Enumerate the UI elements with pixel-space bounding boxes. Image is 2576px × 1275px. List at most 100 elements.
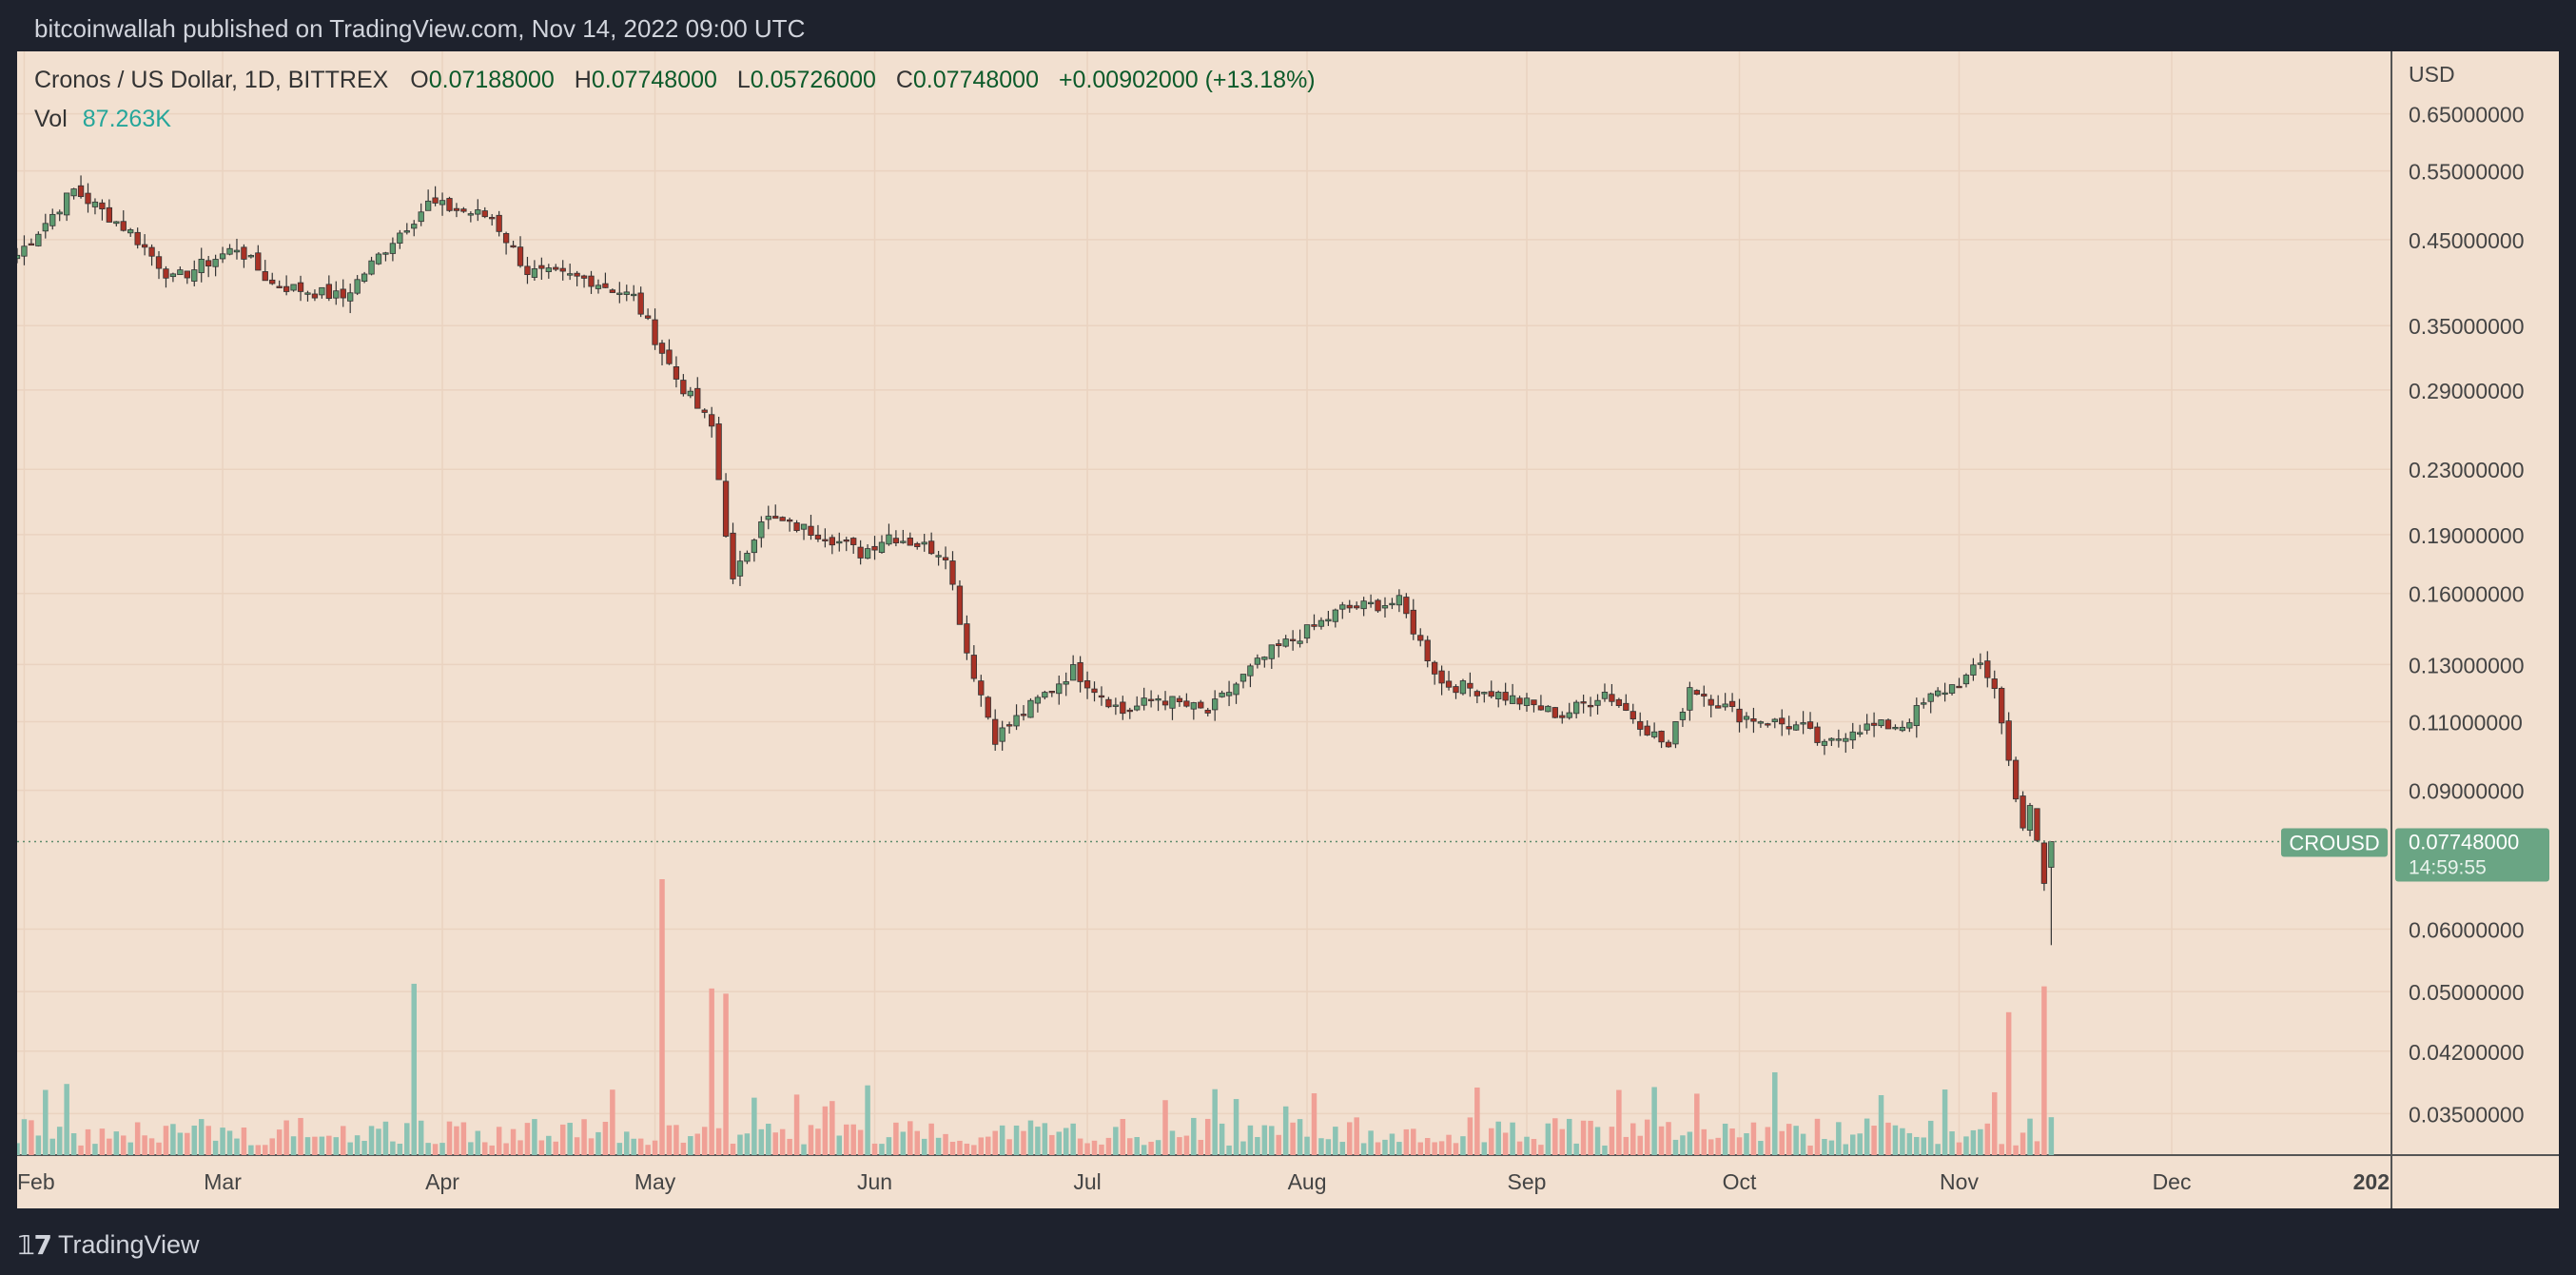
candle-body [1346, 604, 1353, 609]
volume-bar [949, 1141, 956, 1155]
candle-body [1587, 704, 1594, 708]
candle-body [1516, 697, 1523, 705]
volume-bar [879, 1144, 885, 1155]
candle-body [1488, 691, 1494, 697]
candle-body [1722, 703, 1728, 708]
candle-body [999, 727, 1005, 742]
volume-bar [404, 1123, 410, 1155]
candle-body [1233, 683, 1239, 696]
chart-area[interactable]: 0.65000000 0.55000000 0.45000000 0.35000000… [17, 51, 2559, 1208]
candle-body [559, 267, 566, 272]
candle-body [177, 269, 184, 276]
candle-body [580, 275, 588, 279]
volume-bar [1481, 1142, 1488, 1155]
price-tick-label: 0.13000000 [2409, 653, 2525, 677]
candle-body [836, 540, 843, 544]
volume-bar [1056, 1131, 1063, 1155]
volume-bar [1169, 1130, 1176, 1155]
candle-body [900, 540, 907, 543]
volume-bar [1609, 1127, 1615, 1155]
candle-body [574, 272, 580, 277]
volume-bar [865, 1085, 870, 1155]
volume-bar [304, 1137, 311, 1155]
candle-body [1999, 687, 2005, 724]
candle-body [262, 271, 268, 282]
candle-body [871, 545, 878, 551]
price-tick-label: 0.03500000 [2409, 1102, 2525, 1127]
volume-bar [1403, 1128, 1410, 1155]
volume-bar [999, 1125, 1005, 1155]
volume-bar [290, 1136, 297, 1155]
candle-body [1899, 726, 1906, 732]
candle-body [1395, 595, 1403, 606]
volume-bar [886, 1137, 892, 1155]
candle-body [21, 245, 28, 257]
footer-bar: 𝟙7 TradingView [17, 1208, 2559, 1275]
volume-bar [1375, 1142, 1381, 1155]
volume-bar [978, 1137, 985, 1155]
candle-body [70, 188, 77, 197]
candle-body [553, 266, 559, 270]
candle-body [1672, 721, 1679, 745]
volume-bar [1411, 1128, 1416, 1155]
volume-bar [1927, 1120, 1934, 1155]
volume-bar [1573, 1143, 1579, 1155]
candle-body [595, 284, 602, 289]
candle-body [1459, 680, 1467, 695]
volume-label: Vol [34, 106, 68, 132]
volume-bar [928, 1123, 934, 1155]
candle-body [85, 192, 91, 205]
volume-bar [1446, 1134, 1452, 1155]
volume-bar [935, 1137, 942, 1155]
volume-bar [1183, 1135, 1190, 1155]
candle-body [1991, 678, 1998, 690]
price-chart[interactable]: 0.65000000 0.55000000 0.45000000 0.35000000… [17, 51, 2559, 1208]
candle-body [942, 557, 949, 560]
candle-body [829, 537, 835, 546]
candle-body [1070, 664, 1077, 681]
volume-bar [517, 1140, 523, 1155]
candle-body [106, 206, 113, 223]
candle-body [531, 268, 538, 278]
volume-bar [1658, 1126, 1665, 1155]
volume-bar [85, 1128, 91, 1155]
candle-body [233, 249, 241, 253]
candle-body [970, 655, 978, 679]
tradingview-logo[interactable]: 𝟙7 TradingView [17, 1226, 200, 1264]
volume-bar [78, 1145, 84, 1155]
candle-body [1141, 697, 1147, 706]
candle-body [2020, 795, 2026, 829]
volume-bar [347, 1142, 353, 1155]
candle-body [1728, 700, 1736, 707]
volume-bar [815, 1128, 821, 1155]
volume-bar [1113, 1127, 1119, 1155]
volume-bar [283, 1120, 289, 1155]
candle-body [212, 259, 219, 267]
volume-bar [1432, 1142, 1437, 1155]
candle-body [481, 210, 488, 218]
candle-body [1453, 686, 1459, 694]
candle-body [354, 279, 361, 294]
price-tick-label: 0.04200000 [2409, 1040, 2525, 1065]
volume-bar [2048, 1117, 2055, 1155]
candle-body [1792, 724, 1800, 731]
volume-bar [418, 1120, 424, 1155]
volume-bar [340, 1126, 346, 1155]
volume-bar [709, 988, 714, 1155]
volume-bar [156, 1142, 162, 1155]
candle-body [1687, 687, 1693, 711]
candle-body [1559, 715, 1566, 718]
candle-body [148, 246, 155, 257]
volume-bar [1914, 1136, 1920, 1155]
volume-bar [1552, 1118, 1558, 1155]
candle-body [1679, 712, 1687, 720]
candle-body [1573, 701, 1580, 715]
candle-body [758, 521, 765, 539]
price-tick-label: 0.23000000 [2409, 458, 2525, 482]
candle-body [1091, 688, 1098, 694]
volume-bar [595, 1131, 601, 1155]
candle-body [1239, 674, 1247, 682]
volume-bar [567, 1123, 573, 1155]
volume-bar [779, 1128, 786, 1155]
candle-body [489, 217, 496, 220]
